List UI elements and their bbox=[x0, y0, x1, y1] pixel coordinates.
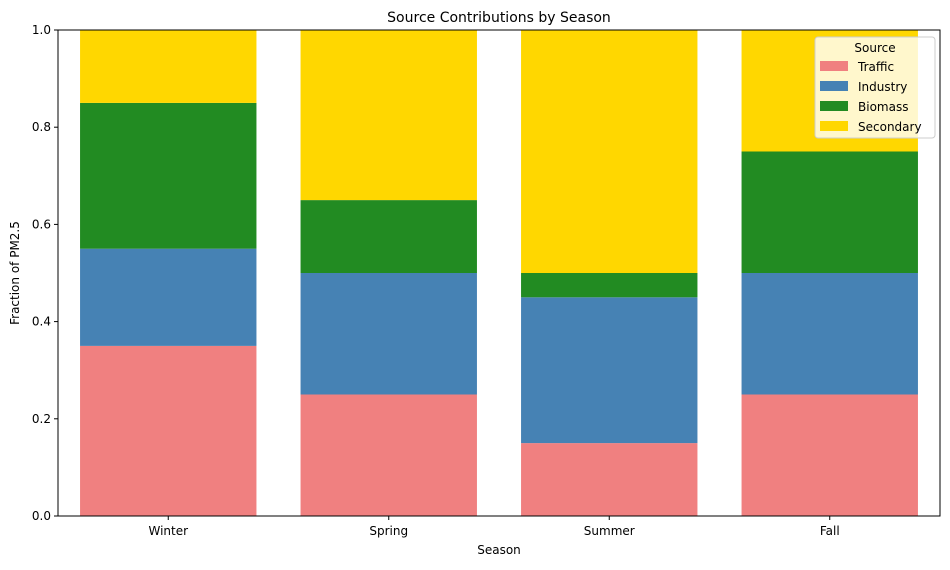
y-tick-label: 1.0 bbox=[32, 23, 51, 37]
legend-label-industry: Industry bbox=[858, 80, 907, 94]
bar-industry-spring bbox=[300, 273, 477, 395]
x-axis-label: Season bbox=[477, 543, 521, 557]
bar-traffic-spring bbox=[300, 394, 477, 516]
bar-secondary-summer bbox=[521, 30, 698, 273]
bar-secondary-spring bbox=[300, 30, 477, 201]
legend-title: Source bbox=[854, 41, 895, 55]
bar-biomass-summer bbox=[521, 273, 698, 298]
plot-frame bbox=[57, 29, 941, 517]
legend-swatch-traffic bbox=[820, 61, 848, 71]
legend: Source Traffic Industry Biomass Secondary bbox=[814, 36, 936, 139]
y-tick-label: 0.8 bbox=[32, 120, 51, 134]
y-axis-label: Fraction of PM2.5 bbox=[8, 221, 22, 325]
bar-industry-fall bbox=[741, 273, 918, 395]
bar-traffic-fall bbox=[741, 394, 918, 516]
y-tick-label: 0.0 bbox=[32, 509, 51, 523]
bar-industry-winter bbox=[80, 248, 257, 346]
x-tick-label: Spring bbox=[369, 524, 408, 538]
bar-industry-summer bbox=[521, 297, 698, 444]
legend-swatch-biomass bbox=[820, 101, 848, 111]
x-tick-label: Summer bbox=[584, 524, 635, 538]
legend-label-biomass: Biomass bbox=[858, 100, 908, 114]
bar-secondary-winter bbox=[80, 30, 257, 103]
legend-swatch-industry bbox=[820, 81, 848, 91]
legend-label-secondary: Secondary bbox=[858, 120, 922, 134]
legend-label-traffic: Traffic bbox=[857, 60, 894, 74]
chart-title: Source Contributions by Season bbox=[387, 10, 611, 26]
legend-swatch-secondary bbox=[820, 121, 848, 131]
x-tick-label: Winter bbox=[148, 524, 188, 538]
bar-biomass-winter bbox=[80, 102, 257, 249]
bar-biomass-fall bbox=[741, 151, 918, 273]
y-tick-label: 0.2 bbox=[32, 412, 51, 426]
bar-traffic-winter bbox=[80, 345, 257, 516]
y-tick-label: 0.4 bbox=[32, 315, 51, 329]
y-tick-label: 0.6 bbox=[32, 217, 51, 231]
bar-biomass-spring bbox=[300, 200, 477, 273]
bar-traffic-summer bbox=[521, 443, 698, 516]
x-tick-label: Fall bbox=[820, 524, 840, 538]
